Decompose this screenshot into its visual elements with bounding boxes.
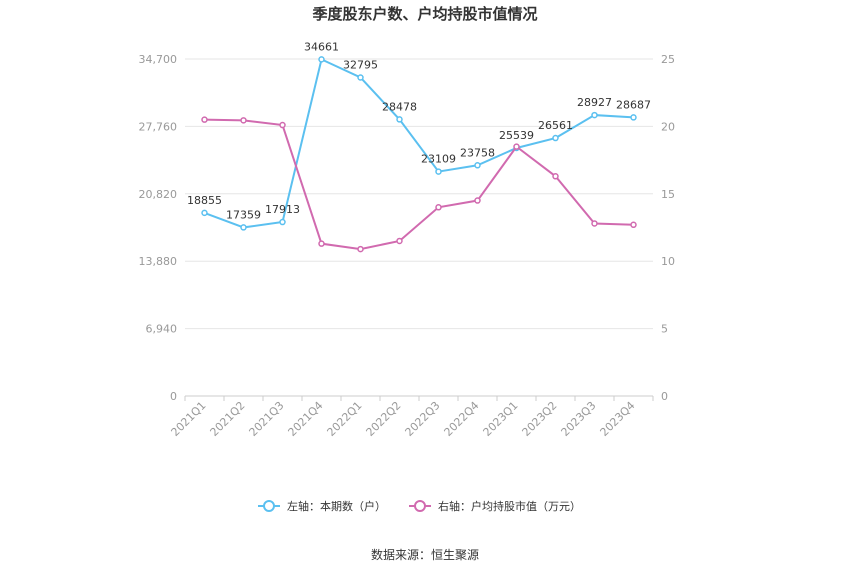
data-point: [435, 204, 442, 211]
data-label: 17913: [265, 203, 300, 216]
data-point: [201, 209, 208, 217]
data-point: [357, 245, 364, 253]
chart-title: 季度股东户数、户均持股市值情况: [312, 5, 537, 23]
right-tick-label: 0: [661, 390, 668, 403]
x-tick-label: 2021Q2: [208, 399, 248, 439]
left-tick-label: 13,880: [139, 255, 178, 268]
data-point: [279, 218, 286, 226]
left-axis: 0 6,940 13,880 20,820 27,760 34,700: [139, 53, 178, 403]
source-note: 数据来源：恒生聚源: [371, 547, 479, 562]
data-point: [630, 114, 637, 121]
right-tick-label: 25: [661, 53, 675, 66]
left-tick-label: 0: [170, 390, 177, 403]
right-tick-label: 10: [661, 255, 675, 268]
x-tick-label: 2023Q4: [598, 399, 638, 439]
x-tick-label: 2021Q3: [247, 399, 287, 439]
data-label: 28687: [616, 98, 651, 111]
data-point: [279, 121, 286, 129]
x-tick-label: 2021Q4: [286, 399, 326, 439]
series-line-1: [204, 118, 634, 251]
data-point: [396, 116, 403, 123]
left-tick-label: 6,940: [146, 323, 178, 336]
x-tick-label: 2022Q3: [403, 399, 443, 439]
data-label: 17359: [226, 208, 261, 221]
data-label: 28478: [382, 100, 417, 113]
data-point: [318, 56, 325, 63]
data-label: 34661: [304, 40, 339, 53]
data-point: [474, 197, 481, 204]
x-tick-label: 2023Q1: [481, 399, 521, 439]
data-point: [318, 240, 325, 247]
right-tick-label: 15: [661, 188, 675, 201]
data-point: [591, 220, 598, 227]
left-tick-label: 20,820: [139, 188, 178, 201]
grid: [185, 58, 653, 397]
x-tick-label: 2022Q1: [325, 399, 365, 439]
data-point: [513, 143, 520, 150]
legend-label: 右轴：户均持股市值（万元）: [438, 499, 581, 513]
x-tick-label: 2022Q2: [364, 399, 404, 439]
data-point: [474, 162, 481, 169]
left-tick-label: 34,700: [139, 53, 178, 66]
data-point: [591, 111, 598, 119]
data-point: [240, 117, 247, 124]
data-point: [240, 224, 247, 231]
data-point: [435, 168, 442, 175]
right-tick-label: 20: [661, 120, 675, 133]
legend-swatch-marker: [263, 500, 275, 512]
data-label: 18855: [187, 194, 222, 207]
data-label: 23109: [421, 153, 456, 166]
data-point: [357, 74, 364, 81]
legend-swatch-marker: [414, 500, 426, 512]
legend-label: 左轴：本期数（户）: [287, 499, 386, 513]
x-tick-label: 2022Q4: [442, 399, 482, 439]
right-tick-label: 5: [661, 323, 668, 336]
x-axis: 2021Q12021Q22021Q32021Q42022Q12022Q22022…: [169, 396, 654, 439]
data-label: 23758: [460, 146, 495, 159]
series-line-0: [204, 57, 634, 229]
data-point: [552, 173, 559, 180]
legend[interactable]: 左轴：本期数（户） 右轴：户均持股市值（万元）: [258, 499, 581, 513]
x-tick-label: 2021Q1: [169, 399, 209, 439]
left-tick-label: 27,760: [139, 120, 178, 133]
data-point: [396, 237, 403, 245]
data-label: 32795: [343, 59, 378, 72]
x-tick-label: 2023Q2: [520, 399, 560, 439]
data-label: 26561: [538, 119, 573, 132]
series-group: 18855 17359 17913 34661 32795 28478 23109 23758…: [187, 40, 651, 253]
data-point: [552, 134, 559, 142]
x-tick-label: 2023Q3: [559, 399, 599, 439]
data-label: 25539: [499, 129, 534, 142]
data-point: [201, 116, 208, 123]
data-point: [630, 221, 637, 229]
right-axis: 0 5 10 15 20 25: [661, 53, 675, 403]
data-label: 28927: [577, 96, 612, 109]
